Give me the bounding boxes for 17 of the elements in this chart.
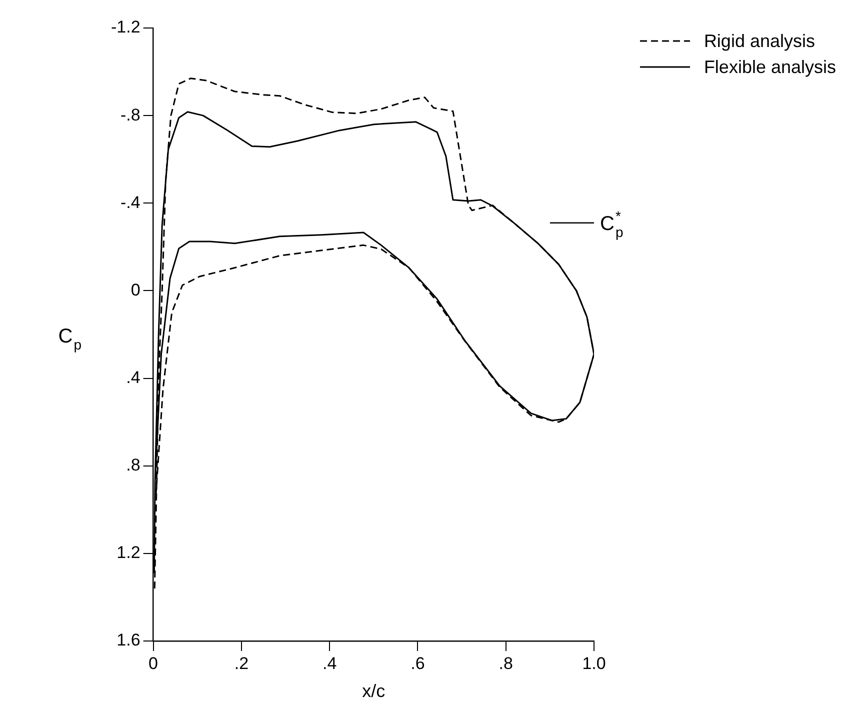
x-tick-label: .6	[410, 654, 425, 673]
legend-label: Flexible analysis	[704, 56, 836, 78]
y-tick-label: 1.6	[116, 630, 140, 650]
legend-label: Rigid analysis	[704, 30, 815, 52]
x-tick-label: .8	[498, 654, 513, 673]
x-tick-label: .2	[234, 654, 249, 673]
y-tick-label: 0	[130, 280, 140, 300]
y-tick-label: 1.2	[116, 543, 140, 562]
x-tick-label: 1.0	[582, 654, 606, 673]
y-tick-label: .8	[126, 456, 140, 475]
y-tick-label: -.8	[120, 105, 140, 124]
y-tick-label: -1.2	[110, 18, 140, 37]
y-tick-label: .4	[126, 368, 140, 387]
x-tick-label: .4	[322, 654, 337, 673]
x-axis-title: x/c	[362, 681, 386, 702]
x-tick-label: 0	[148, 654, 158, 673]
y-tick-label: -.4	[120, 192, 140, 212]
